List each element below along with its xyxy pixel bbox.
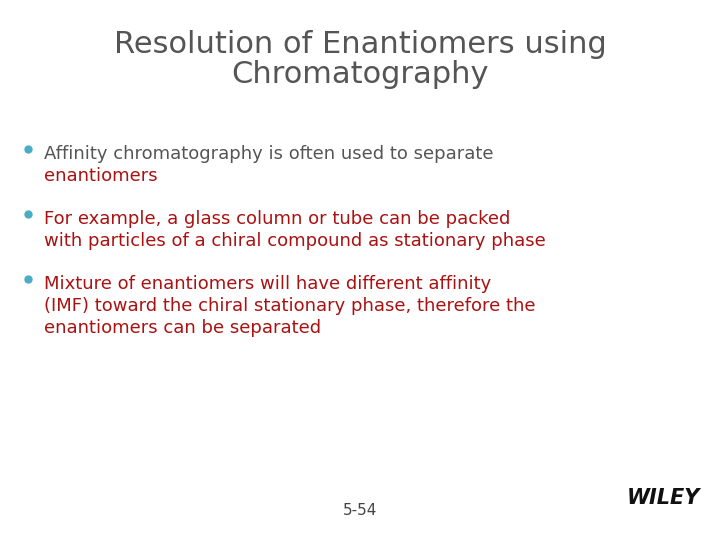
Text: (IMF) toward the chiral stationary phase, therefore the: (IMF) toward the chiral stationary phase… bbox=[44, 297, 536, 315]
Text: enantiomers can be separated: enantiomers can be separated bbox=[44, 319, 321, 337]
Text: Affinity chromatography is often used to separate: Affinity chromatography is often used to… bbox=[44, 145, 493, 163]
Text: enantiomers: enantiomers bbox=[44, 167, 158, 185]
Text: WILEY: WILEY bbox=[626, 488, 700, 508]
Text: Resolution of Enantiomers using: Resolution of Enantiomers using bbox=[114, 30, 606, 59]
Text: For example, a glass column or tube can be packed: For example, a glass column or tube can … bbox=[44, 210, 510, 228]
Text: with particles of a chiral compound as stationary phase: with particles of a chiral compound as s… bbox=[44, 232, 546, 250]
Text: 5-54: 5-54 bbox=[343, 503, 377, 518]
Text: Chromatography: Chromatography bbox=[231, 60, 489, 89]
Text: Mixture of enantiomers will have different affinity: Mixture of enantiomers will have differe… bbox=[44, 275, 491, 293]
